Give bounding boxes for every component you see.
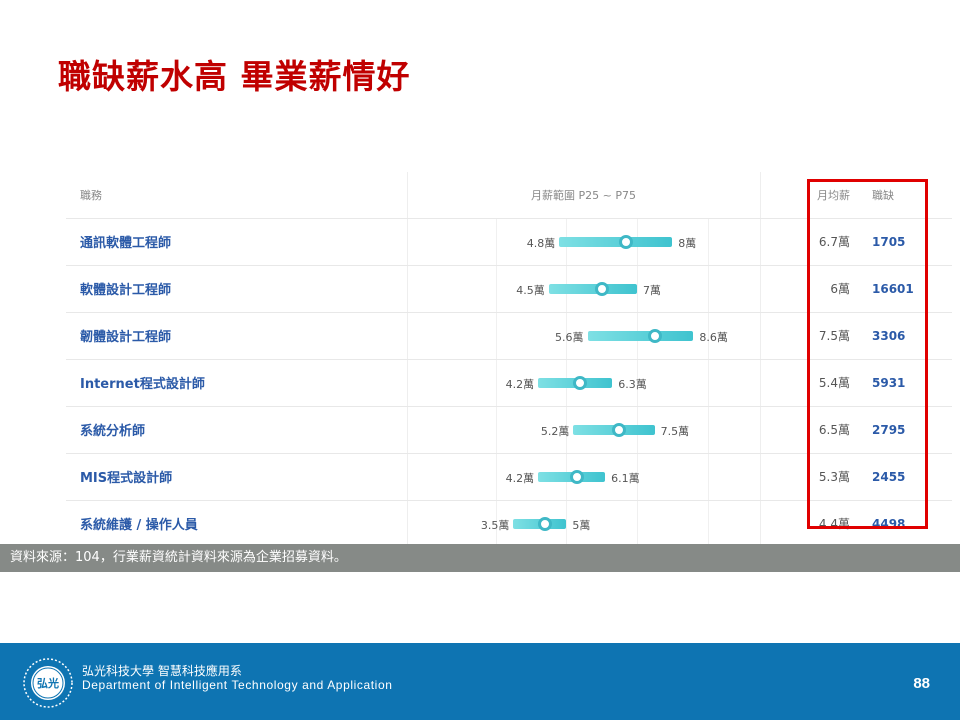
- page-number: 88: [913, 675, 930, 692]
- table-row: 軟體設計工程師 4.5萬 7萬 6萬 16601: [66, 265, 952, 313]
- table-row: 系統分析師 5.2萬 7.5萬 6.5萬 2795: [66, 406, 952, 454]
- average-salary-marker: [538, 516, 553, 531]
- gridline: [495, 265, 497, 312]
- gridline: [636, 359, 638, 406]
- job-title-link[interactable]: 通訊軟體工程師: [66, 218, 408, 266]
- p25-label: 5.6萬: [555, 330, 584, 344]
- p25-label: 4.5萬: [516, 283, 545, 297]
- gridline: [636, 265, 638, 312]
- average-salary-marker: [647, 328, 662, 343]
- job-count-link[interactable]: 16601: [856, 265, 952, 313]
- gridline: [495, 218, 497, 265]
- footer-bar: 弘光 弘光科技大學 智慧科技應用系 Department of Intellig…: [0, 643, 960, 720]
- table-row: 系統維護 / 操作人員 3.5萬 5萬 4.4萬 4498: [66, 500, 952, 544]
- job-title-link[interactable]: 軟體設計工程師: [66, 265, 408, 313]
- header-job-title: 職務: [66, 172, 408, 219]
- table-row: 通訊軟體工程師 4.8萬 8萬 6.7萬 1705: [66, 218, 952, 266]
- gridline: [707, 406, 709, 453]
- average-salary-marker: [619, 234, 634, 249]
- gridline: [566, 500, 568, 544]
- job-title-link[interactable]: 韌體設計工程師: [66, 312, 408, 360]
- p75-label: 6.1萬: [611, 471, 640, 485]
- gridline: [707, 218, 709, 265]
- job-count-link[interactable]: 2455: [856, 453, 952, 501]
- average-salary-marker: [569, 469, 584, 484]
- school-name-english: Department of Intelligent Technology and…: [82, 678, 393, 692]
- job-title-link[interactable]: MIS程式設計師: [66, 453, 408, 501]
- slide-title: 職缺薪水高 畢業薪情好: [58, 57, 411, 96]
- table-header-row: 職務 月薪範圍 P25 ~ P75 月均薪 職缺: [66, 172, 952, 219]
- p75-label: 8.6萬: [699, 330, 728, 344]
- source-note: 資料來源：104，行業薪資統計資料來源為企業招募資料。: [0, 544, 960, 572]
- salary-range-cell: 4.2萬 6.3萬: [407, 359, 761, 407]
- salary-range-cell: 5.6萬 8.6萬: [407, 312, 761, 360]
- p75-label: 8萬: [678, 236, 697, 250]
- p25-label: 4.2萬: [505, 377, 535, 391]
- highlight-box: [807, 179, 928, 529]
- gridline: [636, 453, 638, 500]
- average-salary-marker: [612, 422, 627, 437]
- p75-label: 5萬: [572, 518, 591, 532]
- p25-label: 4.8萬: [526, 236, 556, 250]
- p75-label: 7萬: [642, 283, 661, 297]
- average-salary-marker: [594, 281, 609, 296]
- salary-range-cell: 3.5萬 5萬: [407, 500, 761, 544]
- salary-range-bar: [559, 236, 673, 247]
- svg-text:弘光: 弘光: [37, 676, 59, 690]
- gridline: [707, 312, 709, 359]
- salary-range-bar: [587, 330, 694, 341]
- job-count-link[interactable]: 4498: [856, 500, 952, 544]
- job-title-link[interactable]: 系統維護 / 操作人員: [66, 500, 408, 544]
- header-salary-range: 月薪範圍 P25 ~ P75: [407, 172, 761, 219]
- job-count-link[interactable]: 3306: [856, 312, 952, 360]
- gridline: [566, 406, 568, 453]
- gridline: [707, 500, 709, 544]
- p25-label: 4.2萬: [505, 471, 535, 485]
- gridline: [495, 359, 497, 406]
- gridline: [495, 406, 497, 453]
- p75-label: 6.3萬: [618, 377, 647, 391]
- job-title-link[interactable]: Internet程式設計師: [66, 359, 408, 407]
- school-logo-icon: 弘光: [23, 658, 73, 708]
- gridline: [495, 500, 497, 544]
- gridline: [707, 359, 709, 406]
- average-salary-marker: [573, 375, 588, 390]
- job-count-link[interactable]: 2795: [856, 406, 952, 454]
- salary-range-cell: 4.8萬 8萬: [407, 218, 761, 266]
- gridline: [566, 312, 568, 359]
- school-name-chinese: 弘光科技大學 智慧科技應用系: [82, 664, 242, 678]
- salary-range-cell: 4.2萬 6.1萬: [407, 453, 761, 501]
- p25-label: 3.5萬: [480, 518, 510, 532]
- p75-label: 7.5萬: [660, 424, 690, 438]
- job-title-link[interactable]: 系統分析師: [66, 406, 408, 454]
- p25-label: 5.2萬: [540, 424, 570, 438]
- gridline: [495, 312, 497, 359]
- salary-range-cell: 4.5萬 7萬: [407, 265, 761, 313]
- job-count-link[interactable]: 1705: [856, 218, 952, 266]
- gridline: [495, 453, 497, 500]
- job-count-link[interactable]: 5931: [856, 359, 952, 407]
- gridline: [636, 500, 638, 544]
- salary-range-bar: [548, 283, 637, 294]
- gridline: [707, 453, 709, 500]
- gridline: [707, 265, 709, 312]
- salary-range-cell: 5.2萬 7.5萬: [407, 406, 761, 454]
